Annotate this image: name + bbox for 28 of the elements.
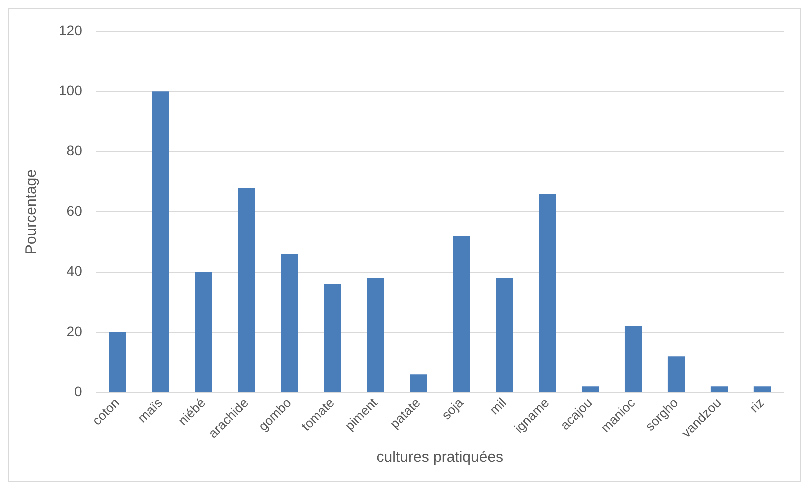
x-tick-label: riz: [746, 395, 768, 416]
bar: [109, 332, 126, 392]
bar: [152, 92, 170, 392]
x-tick-label: mil: [486, 395, 510, 418]
bar: [453, 236, 470, 392]
y-tick-label: 120: [59, 22, 83, 38]
bar: [324, 284, 342, 392]
x-axis-title: cultures pratiquées: [376, 449, 504, 466]
y-tick-label: 0: [74, 384, 83, 400]
bar: [754, 386, 772, 392]
bar: [624, 326, 642, 392]
bar: [410, 374, 428, 392]
bar: [496, 278, 514, 392]
x-tick-label: soja: [438, 394, 467, 423]
y-axis-title: Pourcentage: [23, 170, 40, 255]
y-tick-label: 60: [66, 202, 83, 219]
bar: [367, 278, 384, 392]
bar: [582, 386, 600, 392]
y-tick-label: 20: [66, 323, 83, 340]
bar: [195, 272, 212, 392]
bar: [539, 194, 556, 392]
bar: [281, 254, 298, 392]
y-tick-label: 80: [66, 142, 83, 159]
y-tick-label: 40: [66, 263, 83, 280]
bar: [668, 356, 686, 392]
bar: [238, 188, 256, 392]
bar: [710, 386, 728, 392]
y-tick-label: 100: [59, 82, 83, 98]
